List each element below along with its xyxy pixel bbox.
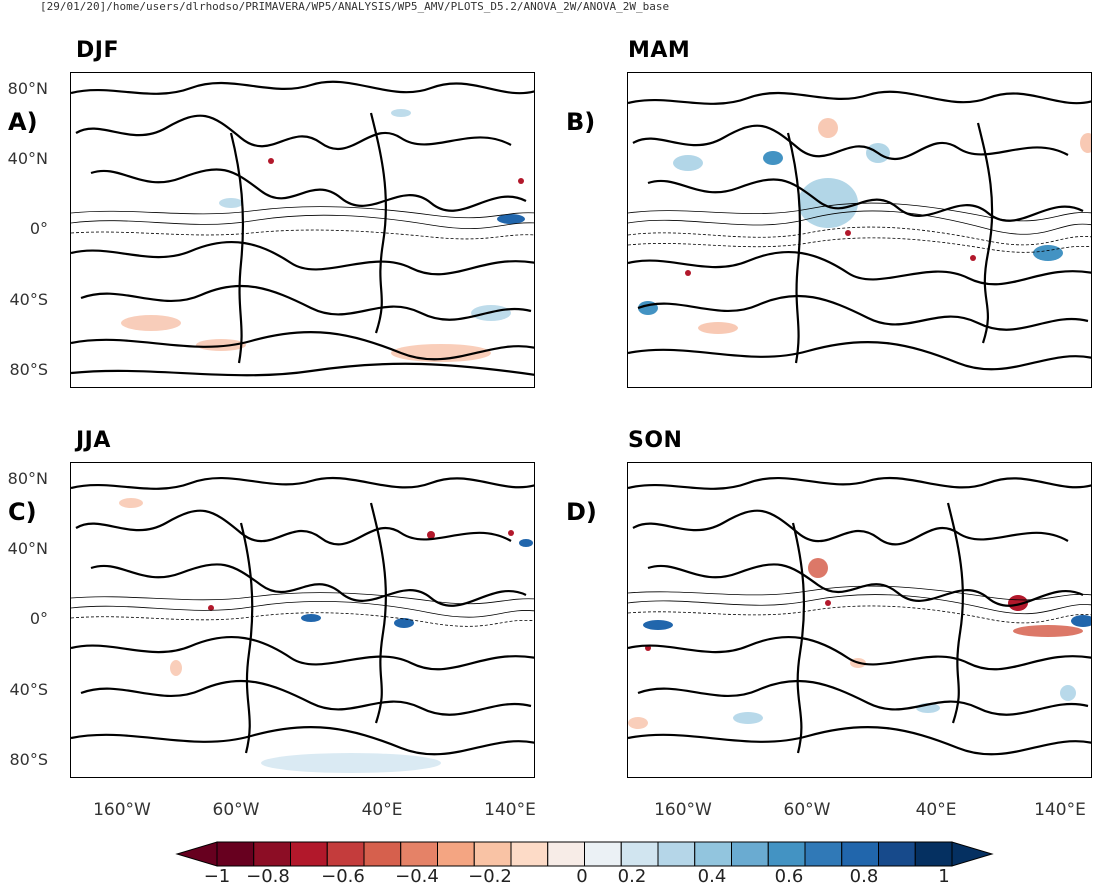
colorbar-bin — [473, 841, 512, 867]
map-graphic — [71, 476, 534, 773]
lat-label-40s: 40°S — [9, 290, 48, 309]
file-path-header: [29/01/20]/home/users/dlrhodso/PRIMAVERA… — [40, 0, 670, 13]
lat-label-eq: 0° — [29, 609, 48, 628]
lon-label-160w: 160°W — [654, 800, 712, 820]
lon-label-160w: 160°W — [93, 800, 151, 820]
colorbar-bin — [510, 841, 549, 867]
colorbar-bin — [804, 841, 843, 867]
map-graphic — [628, 476, 1091, 756]
colorbar-bin — [914, 841, 953, 867]
panel-letter: A) — [8, 108, 38, 136]
colorbar-tick-label: −1 — [203, 866, 231, 887]
colorbar-tick-label: 0.6 — [774, 866, 804, 887]
panel-title: DJF — [76, 38, 119, 63]
lat-label-eq: 0° — [29, 219, 48, 238]
lon-label-140e: 140°E — [1034, 800, 1086, 820]
colorbar-tick-label: −0.8 — [246, 866, 290, 887]
lon-label-40e: 40°E — [915, 800, 957, 820]
map-mam — [627, 72, 1092, 388]
colorbar-bin — [767, 841, 806, 867]
lat-label-80n: 80°N — [7, 79, 48, 98]
colorbar-tick-label: 0 — [576, 866, 588, 887]
panel-letter: B) — [566, 108, 596, 136]
lat-label-80s: 80°S — [9, 750, 48, 769]
colorbar-tick-label: −0.4 — [395, 866, 439, 887]
colorbar-bin — [290, 841, 328, 867]
colorbar-bin — [694, 841, 732, 867]
map-graphic — [628, 90, 1091, 371]
colorbar-bin — [363, 841, 402, 867]
colorbar-tick-label: 1 — [938, 866, 950, 887]
map-jja — [70, 462, 535, 778]
colorbar-bin — [400, 841, 438, 867]
lon-label-60w: 60°W — [783, 800, 831, 820]
colorbar-tick-label: 0.4 — [697, 866, 727, 887]
lat-label-80s: 80°S — [9, 360, 48, 379]
lat-label-80n: 80°N — [7, 469, 48, 488]
lat-label-40s: 40°S — [9, 680, 48, 699]
colorbar — [175, 841, 994, 867]
colorbar-tick-label: 0.8 — [849, 866, 879, 887]
lon-label-140e: 140°E — [484, 800, 536, 820]
map-son — [627, 462, 1092, 778]
colorbar-tick-label: −0.2 — [468, 866, 512, 887]
panel-title: SON — [628, 428, 683, 453]
colorbar-bin — [731, 841, 769, 867]
lat-label-40n: 40°N — [7, 149, 48, 168]
colorbar-bin — [216, 841, 255, 867]
colorbar-bin — [657, 841, 696, 867]
map-djf — [70, 72, 535, 388]
colorbar-bin — [620, 841, 659, 867]
panel-letter: D) — [566, 498, 597, 526]
colorbar-high-arrow — [951, 841, 994, 867]
colorbar-tick-label: 0.2 — [617, 866, 647, 887]
colorbar-bin — [547, 841, 585, 867]
colorbar-low-arrow — [175, 841, 218, 867]
panel-title: MAM — [628, 38, 691, 63]
lat-label-40n: 40°N — [7, 539, 48, 558]
map-graphic — [71, 80, 534, 377]
lon-label-40e: 40°E — [361, 800, 403, 820]
colorbar-bin — [584, 841, 622, 867]
colorbar-tick-label: −0.6 — [321, 866, 365, 887]
colorbar-bin — [253, 841, 291, 867]
colorbar-bin — [841, 841, 879, 867]
panel-letter: C) — [8, 498, 37, 526]
panel-title: JJA — [76, 428, 111, 453]
colorbar-bin — [326, 841, 365, 867]
colorbar-bin — [437, 841, 475, 867]
lon-label-60w: 60°W — [212, 800, 260, 820]
colorbar-bin — [878, 841, 916, 867]
